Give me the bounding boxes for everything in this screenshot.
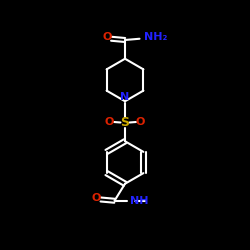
Text: O: O (92, 193, 101, 203)
Text: O: O (136, 117, 145, 127)
Text: O: O (102, 32, 112, 42)
Text: NH: NH (130, 196, 149, 206)
Text: O: O (105, 117, 114, 127)
Text: N: N (120, 92, 130, 102)
Text: NH₂: NH₂ (144, 32, 168, 42)
Text: S: S (120, 116, 130, 129)
